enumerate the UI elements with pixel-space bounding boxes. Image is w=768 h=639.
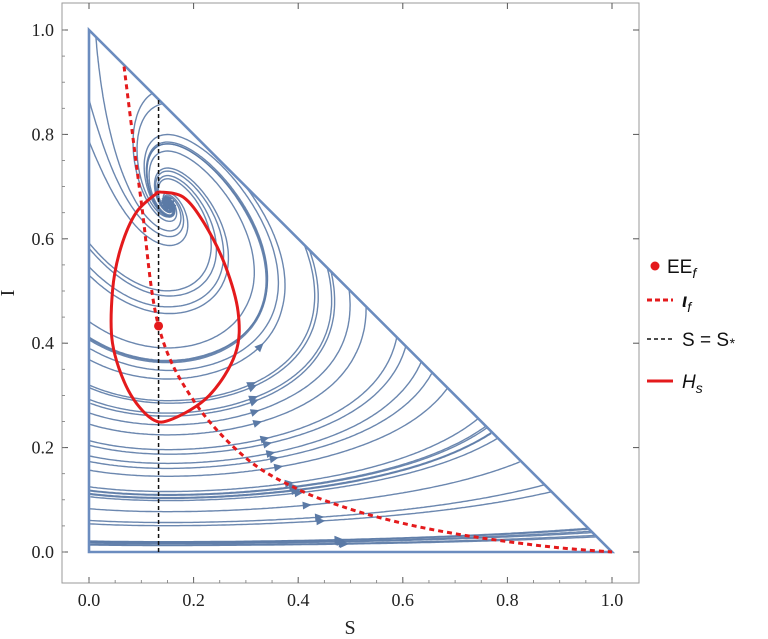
- equilibrium-point-ee-f: [154, 321, 164, 331]
- overlay-curves: [87, 26, 616, 554]
- stream-arrowhead: [302, 501, 312, 510]
- x-tick-label: 1.0: [601, 590, 624, 610]
- x-tick-label: 0.4: [287, 590, 310, 610]
- axis-ticks: 0.0 0.2 0.4 0.6 0.8 1.0 0.0 0.2 0.4 0.6 0.8 1.0: [32, 3, 639, 610]
- stream-arrowhead: [284, 479, 294, 488]
- y-tick-label: 0.8: [32, 124, 55, 144]
- y-tick-label: 0.6: [32, 229, 55, 249]
- legend-label: S = S*: [682, 330, 735, 351]
- legend-label: ιf: [682, 291, 693, 315]
- y-tick-label: 0.0: [32, 542, 55, 562]
- nullcline-iota-f: [122, 66, 613, 554]
- y-tick-label: 1.0: [32, 20, 55, 40]
- y-axis-title: I: [0, 290, 19, 297]
- closed-curve-h-s: [109, 190, 241, 424]
- stream-arrowhead: [339, 540, 349, 549]
- stream-arrowhead: [252, 420, 263, 428]
- legend-label: EEf: [667, 257, 698, 281]
- x-tick-label: 0.0: [78, 590, 101, 610]
- stream-arrowhead: [248, 399, 259, 407]
- x-tick-label: 0.6: [392, 590, 415, 610]
- stream-arrowhead: [269, 455, 279, 464]
- stream-arrowhead: [161, 198, 169, 208]
- simplex-boundary: [87, 26, 616, 554]
- y-tick-label: 0.2: [32, 438, 55, 458]
- stream-arrowhead: [273, 463, 284, 472]
- streamlines: [88, 36, 598, 549]
- x-tick-label: 0.8: [496, 590, 519, 610]
- stream-arrowhead: [246, 382, 257, 390]
- stream-arrowhead: [262, 440, 273, 449]
- stream-arrowhead: [316, 517, 326, 526]
- y-tick-label: 0.4: [32, 333, 55, 353]
- legend-label: Hs: [682, 372, 703, 396]
- stream-arrowhead: [265, 450, 276, 458]
- legend: EEf ιf S = S* Hs: [647, 257, 735, 396]
- stream-arrowhead: [249, 409, 260, 417]
- x-axis-title: S: [344, 617, 355, 639]
- legend-swatch-dot: [650, 261, 660, 271]
- stream-arrowhead: [259, 435, 270, 444]
- stream-arrowhead: [254, 343, 264, 353]
- stream-arrowhead: [291, 487, 301, 495]
- x-tick-label: 0.2: [182, 590, 205, 610]
